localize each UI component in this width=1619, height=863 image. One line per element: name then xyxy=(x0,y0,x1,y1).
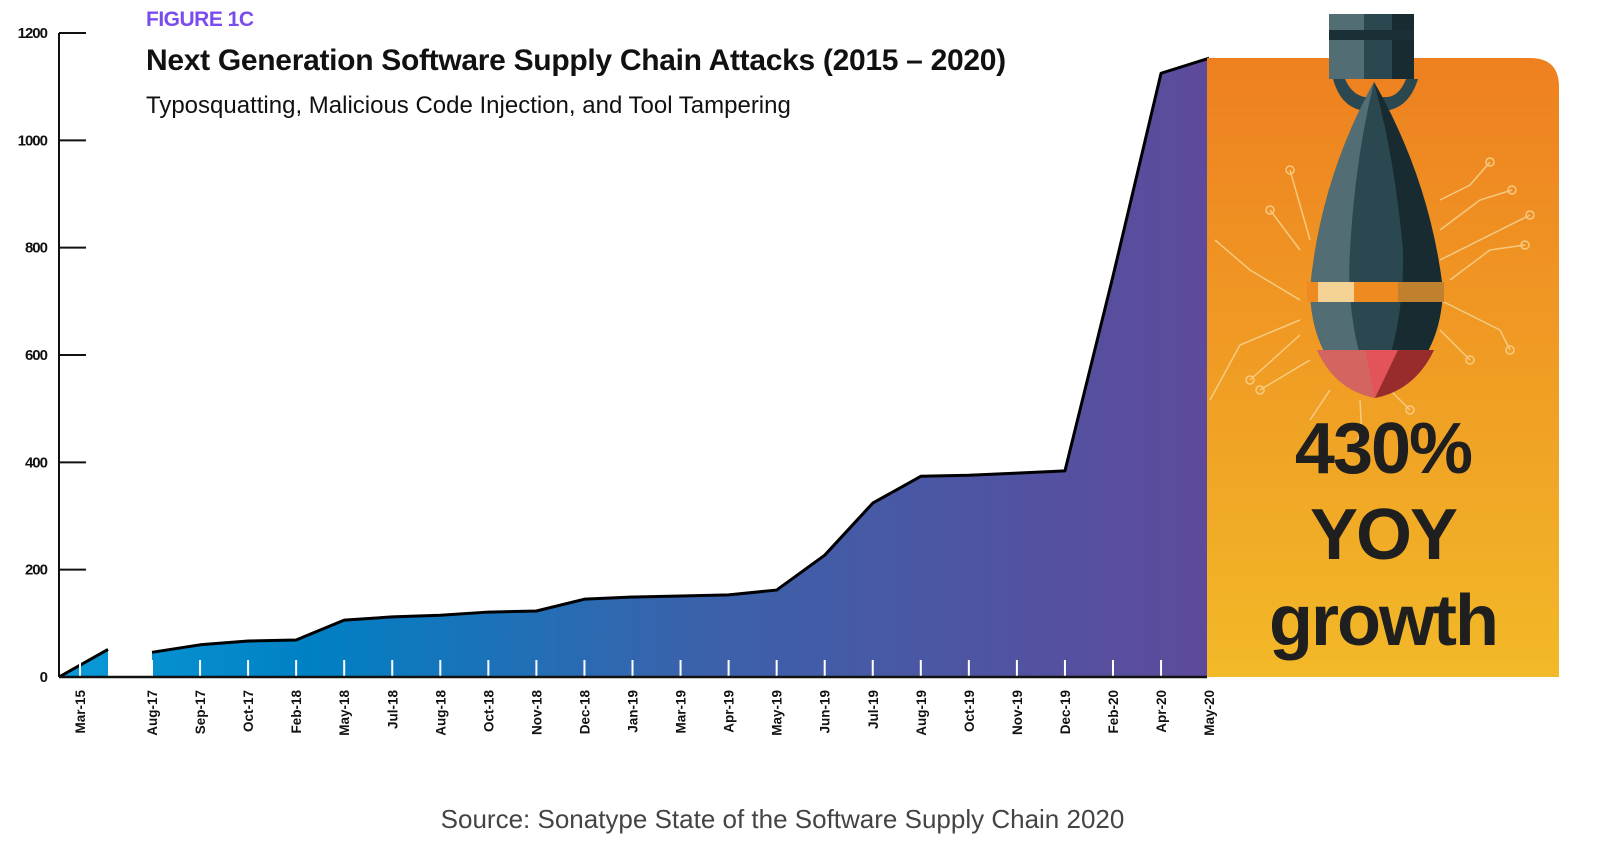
y-tick-label: 200 xyxy=(25,562,48,579)
y-tick-label: 800 xyxy=(25,240,48,257)
growth-percent: 430% xyxy=(1294,409,1473,489)
y-tick-label: 1000 xyxy=(18,132,48,149)
chart-title: Next Generation Software Supply Chain At… xyxy=(146,44,1006,77)
x-tick-label: Apr-19 xyxy=(722,690,737,733)
x-tick-label: Nov-18 xyxy=(529,690,544,736)
y-tick-label: 0 xyxy=(40,669,48,686)
growth-yoy: YOY xyxy=(1309,495,1458,575)
x-tick-label: Sep-17 xyxy=(193,690,208,734)
x-tick-label: Dec-18 xyxy=(577,690,592,735)
x-tick-label: Aug-18 xyxy=(433,690,448,736)
y-tick-labels: 0 200 400 600 800 1000 1200 xyxy=(18,25,86,686)
x-tick-label: Oct-17 xyxy=(241,690,256,732)
bomb-icon xyxy=(1209,157,1535,445)
figure-label: FIGURE 1C xyxy=(146,8,254,31)
callout-panel xyxy=(1207,14,1559,677)
x-tick-label: Oct-19 xyxy=(962,690,977,732)
line-segment-2 xyxy=(151,56,1210,654)
x-tick-marks xyxy=(79,660,1211,677)
growth-label: growth xyxy=(1269,581,1499,661)
x-tick-label: Oct-18 xyxy=(481,690,496,733)
x-tick-label: May-19 xyxy=(770,690,785,736)
x-tick-label: Jul-18 xyxy=(385,690,400,730)
x-tick-label: Aug-19 xyxy=(914,690,929,736)
source-caption: Source: Sonatype State of the Software S… xyxy=(440,804,1125,834)
x-tick-label: Mar-19 xyxy=(674,690,689,734)
x-tick-label: Feb-18 xyxy=(289,690,304,734)
y-tick-label: 400 xyxy=(25,454,48,471)
x-tick-label: Mar-15 xyxy=(73,690,88,734)
x-tick-label: May-20 xyxy=(1202,690,1217,736)
chart-subtitle: Typosquatting, Malicious Code Injection,… xyxy=(146,92,791,119)
x-tick-label: Aug-17 xyxy=(145,690,160,736)
bomb-body xyxy=(1307,14,1444,398)
area-series xyxy=(58,56,1210,679)
x-tick-label: Dec-19 xyxy=(1058,690,1073,734)
x-tick-label: Apr-20 xyxy=(1154,690,1169,733)
x-tick-label: Jan-19 xyxy=(626,690,641,733)
x-tick-label: May-18 xyxy=(337,690,352,736)
x-tick-label: Jul-19 xyxy=(866,690,881,729)
area-segment-2 xyxy=(152,58,1210,678)
x-tick-label: Jun-19 xyxy=(818,690,833,734)
x-tick-label: Nov-19 xyxy=(1010,690,1025,735)
x-tick-labels: Mar-15 Aug-17 Sep-17 Oct-17 Feb-18 May-18 Jul-… xyxy=(73,690,1217,736)
y-tick-label: 600 xyxy=(25,347,48,364)
x-tick-label: Feb-20 xyxy=(1106,690,1121,734)
y-tick-label: 1200 xyxy=(18,25,48,42)
